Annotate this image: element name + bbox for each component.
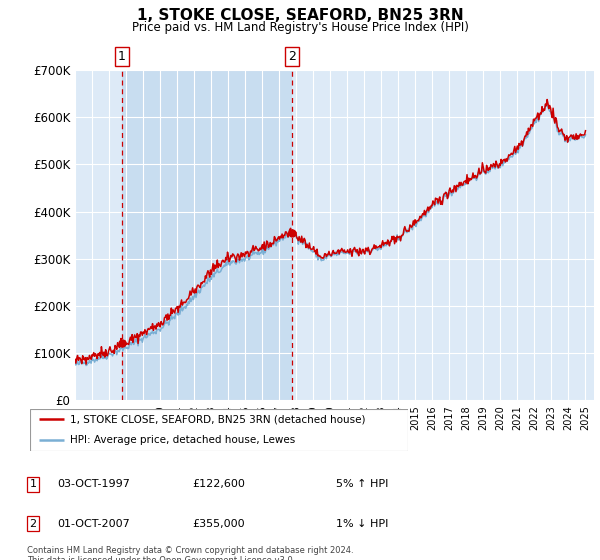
Text: 2: 2 bbox=[288, 50, 296, 63]
Text: Contains HM Land Registry data © Crown copyright and database right 2024.
This d: Contains HM Land Registry data © Crown c… bbox=[27, 546, 353, 560]
Text: Price paid vs. HM Land Registry's House Price Index (HPI): Price paid vs. HM Land Registry's House … bbox=[131, 21, 469, 34]
Text: 1: 1 bbox=[118, 50, 126, 63]
Text: 1% ↓ HPI: 1% ↓ HPI bbox=[336, 519, 388, 529]
Bar bbox=[122, 70, 292, 400]
Text: £355,000: £355,000 bbox=[192, 519, 245, 529]
Text: HPI: Average price, detached house, Lewes: HPI: Average price, detached house, Lewe… bbox=[70, 435, 295, 445]
Text: £122,600: £122,600 bbox=[192, 479, 245, 489]
Text: 2: 2 bbox=[29, 519, 37, 529]
Text: 1, STOKE CLOSE, SEAFORD, BN25 3RN: 1, STOKE CLOSE, SEAFORD, BN25 3RN bbox=[137, 8, 463, 24]
Text: 1: 1 bbox=[29, 479, 37, 489]
Text: 01-OCT-2007: 01-OCT-2007 bbox=[57, 519, 130, 529]
Text: 5% ↑ HPI: 5% ↑ HPI bbox=[336, 479, 388, 489]
Text: 1, STOKE CLOSE, SEAFORD, BN25 3RN (detached house): 1, STOKE CLOSE, SEAFORD, BN25 3RN (detac… bbox=[70, 414, 365, 424]
Text: 03-OCT-1997: 03-OCT-1997 bbox=[57, 479, 130, 489]
FancyBboxPatch shape bbox=[30, 409, 408, 451]
